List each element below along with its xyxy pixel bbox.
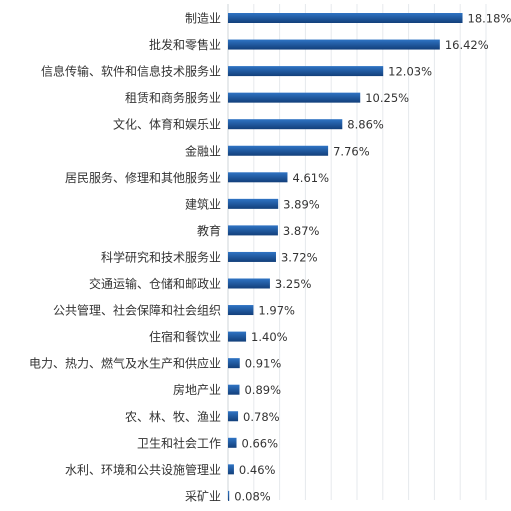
value-label: 3.25% bbox=[275, 277, 312, 291]
value-label: 3.87% bbox=[283, 224, 320, 238]
category-label: 住宿和餐饮业 bbox=[149, 329, 221, 344]
bar bbox=[228, 39, 440, 50]
value-label: 0.89% bbox=[244, 383, 281, 397]
category-label: 金融业 bbox=[185, 143, 221, 158]
value-label: 7.76% bbox=[333, 144, 370, 158]
category-label: 租赁和商务服务业 bbox=[125, 90, 221, 105]
bars bbox=[228, 13, 463, 501]
category-label: 水利、环境和公共设施管理业 bbox=[65, 462, 221, 477]
value-label: 4.61% bbox=[292, 171, 329, 185]
value-label: 16.42% bbox=[445, 38, 489, 52]
value-label: 3.89% bbox=[283, 197, 320, 211]
category-label: 卫生和社会工作 bbox=[137, 435, 221, 450]
bar bbox=[228, 13, 463, 23]
category-labels: 制造业批发和零售业信息传输、软件和信息技术服务业租赁和商务服务业文化、体育和娱乐… bbox=[29, 12, 221, 504]
value-label: 0.78% bbox=[243, 410, 280, 424]
category-label: 信息传输、软件和信息技术服务业 bbox=[41, 64, 221, 79]
category-label: 文化、体育和娱乐业 bbox=[113, 117, 221, 132]
bar bbox=[228, 437, 237, 448]
bar bbox=[228, 305, 254, 316]
value-labels: 18.18% 16.42% 12.03% 10.25% 8.86% 7.76% 4.61% 3… bbox=[234, 12, 511, 504]
category-label: 公共管理、社会保障和社会组织 bbox=[53, 303, 221, 318]
bar bbox=[228, 384, 240, 395]
category-label: 建筑业 bbox=[185, 196, 221, 211]
bar bbox=[228, 92, 361, 103]
category-label: 科学研究和技术服务业 bbox=[101, 249, 221, 264]
category-label: 制造业 bbox=[185, 12, 221, 26]
category-label: 电力、热力、燃气及水生产和供应业 bbox=[29, 356, 221, 371]
category-label: 交通运输、仓储和邮政业 bbox=[89, 276, 221, 291]
bar bbox=[228, 411, 239, 422]
bar bbox=[228, 278, 270, 289]
bar bbox=[228, 225, 278, 236]
value-label: 3.72% bbox=[281, 250, 318, 264]
bar bbox=[228, 331, 247, 342]
bar bbox=[228, 198, 279, 209]
bar bbox=[228, 66, 384, 77]
value-label: 0.66% bbox=[242, 436, 279, 450]
value-label: 18.18% bbox=[468, 12, 511, 26]
bar bbox=[228, 119, 343, 130]
bar bbox=[228, 172, 288, 183]
gridlines bbox=[227, 4, 487, 500]
value-label: 12.03% bbox=[388, 65, 432, 79]
value-label: 10.25% bbox=[365, 91, 409, 105]
bar bbox=[228, 490, 230, 501]
category-label: 农、林、牧、渔业 bbox=[125, 410, 221, 424]
category-label: 采矿业 bbox=[185, 489, 221, 503]
category-label: 教育 bbox=[197, 223, 221, 238]
value-label: 0.08% bbox=[234, 489, 271, 503]
bar bbox=[228, 251, 276, 262]
value-label: 1.40% bbox=[251, 330, 288, 344]
bar bbox=[228, 358, 240, 369]
value-label: 1.97% bbox=[258, 304, 295, 318]
category-label: 居民服务、修理和其他服务业 bbox=[65, 170, 221, 185]
category-label: 房地产业 bbox=[173, 382, 221, 397]
bar bbox=[228, 464, 234, 475]
bar bbox=[228, 145, 329, 156]
category-label: 批发和零售业 bbox=[149, 37, 221, 52]
value-label: 8.86% bbox=[347, 118, 384, 132]
value-label: 0.91% bbox=[245, 357, 282, 371]
value-label: 0.46% bbox=[239, 463, 276, 477]
